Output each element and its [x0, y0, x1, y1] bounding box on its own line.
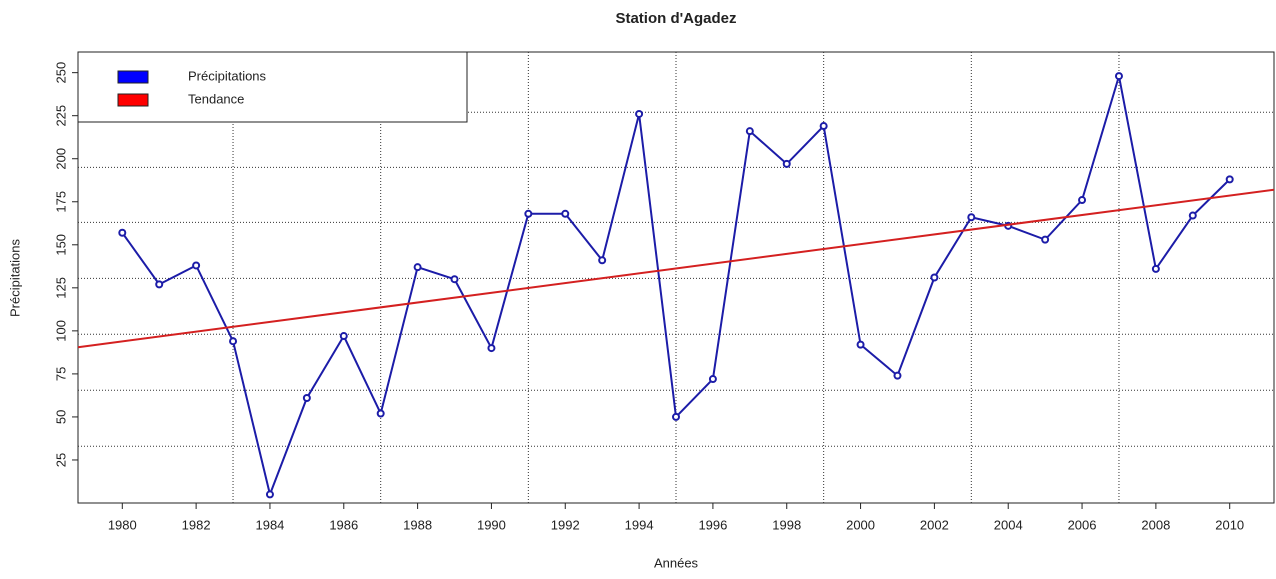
- point: [192, 261, 201, 270]
- point: [1114, 72, 1123, 81]
- point: [487, 344, 496, 353]
- point: [339, 332, 348, 341]
- point: [635, 109, 644, 118]
- x-tick-label: 2000: [846, 517, 875, 532]
- point: [1188, 211, 1197, 220]
- x-tick-label: 1988: [403, 517, 432, 532]
- point: [930, 273, 939, 282]
- point: [561, 209, 570, 218]
- point: [672, 412, 680, 421]
- point: [708, 375, 717, 384]
- y-tick-label: 25: [53, 453, 68, 467]
- y-tick-label: 75: [53, 367, 68, 381]
- x-tick-label: 1992: [551, 517, 580, 532]
- x-tick-label: 1986: [329, 517, 358, 532]
- y-tick-label: 100: [53, 320, 68, 342]
- y-axis-label: Précipitations: [7, 238, 22, 317]
- legend-label: Précipitations: [188, 68, 267, 83]
- x-axis-label: Années: [654, 555, 699, 570]
- x-tick-label: 2004: [994, 517, 1023, 532]
- x-tick-label: 1980: [108, 517, 137, 532]
- y-tick-label: 150: [53, 234, 68, 256]
- x-tick-label: 2002: [920, 517, 949, 532]
- x-tick-label: 1990: [477, 517, 506, 532]
- x-tick-label: 1998: [772, 517, 801, 532]
- y-tick-label: 50: [53, 410, 68, 424]
- point: [265, 490, 274, 499]
- chart-title: Station d'Agadez: [615, 10, 736, 27]
- series-line: [121, 75, 1231, 498]
- x-tick-label: 2008: [1141, 517, 1170, 532]
- legend-label: Tendance: [188, 91, 244, 106]
- point: [413, 263, 422, 272]
- legend-swatch: [117, 70, 149, 84]
- y-tick-label: 225: [53, 105, 68, 127]
- x-tick-label: 1994: [625, 517, 654, 532]
- x-tick-label: 1996: [698, 517, 727, 532]
- point: [524, 209, 533, 218]
- x-tick-label: 1982: [182, 517, 211, 532]
- point: [450, 275, 459, 284]
- point: [745, 127, 754, 136]
- point: [819, 122, 828, 131]
- y-tick-label: 175: [53, 191, 68, 213]
- point: [1078, 196, 1087, 205]
- legend-box: [77, 51, 468, 123]
- x-tick-label: 2010: [1215, 517, 1244, 532]
- y-tick-label: 250: [53, 62, 68, 84]
- point: [155, 280, 164, 289]
- trend-line: [77, 188, 1275, 349]
- point: [893, 371, 902, 380]
- legend-swatch: [117, 93, 149, 107]
- point: [856, 340, 865, 349]
- point: [229, 337, 238, 346]
- point: [1151, 264, 1160, 273]
- point: [598, 256, 607, 265]
- point: [1225, 175, 1234, 184]
- x-tick-label: 2006: [1068, 517, 1097, 532]
- point: [967, 213, 976, 222]
- x-tick-label: 1984: [255, 517, 284, 532]
- point: [782, 159, 791, 168]
- point: [376, 409, 385, 418]
- point: [302, 393, 311, 402]
- point: [118, 228, 127, 237]
- y-tick-label: 200: [53, 148, 68, 170]
- y-tick-label: 125: [53, 277, 68, 299]
- point: [1041, 235, 1050, 244]
